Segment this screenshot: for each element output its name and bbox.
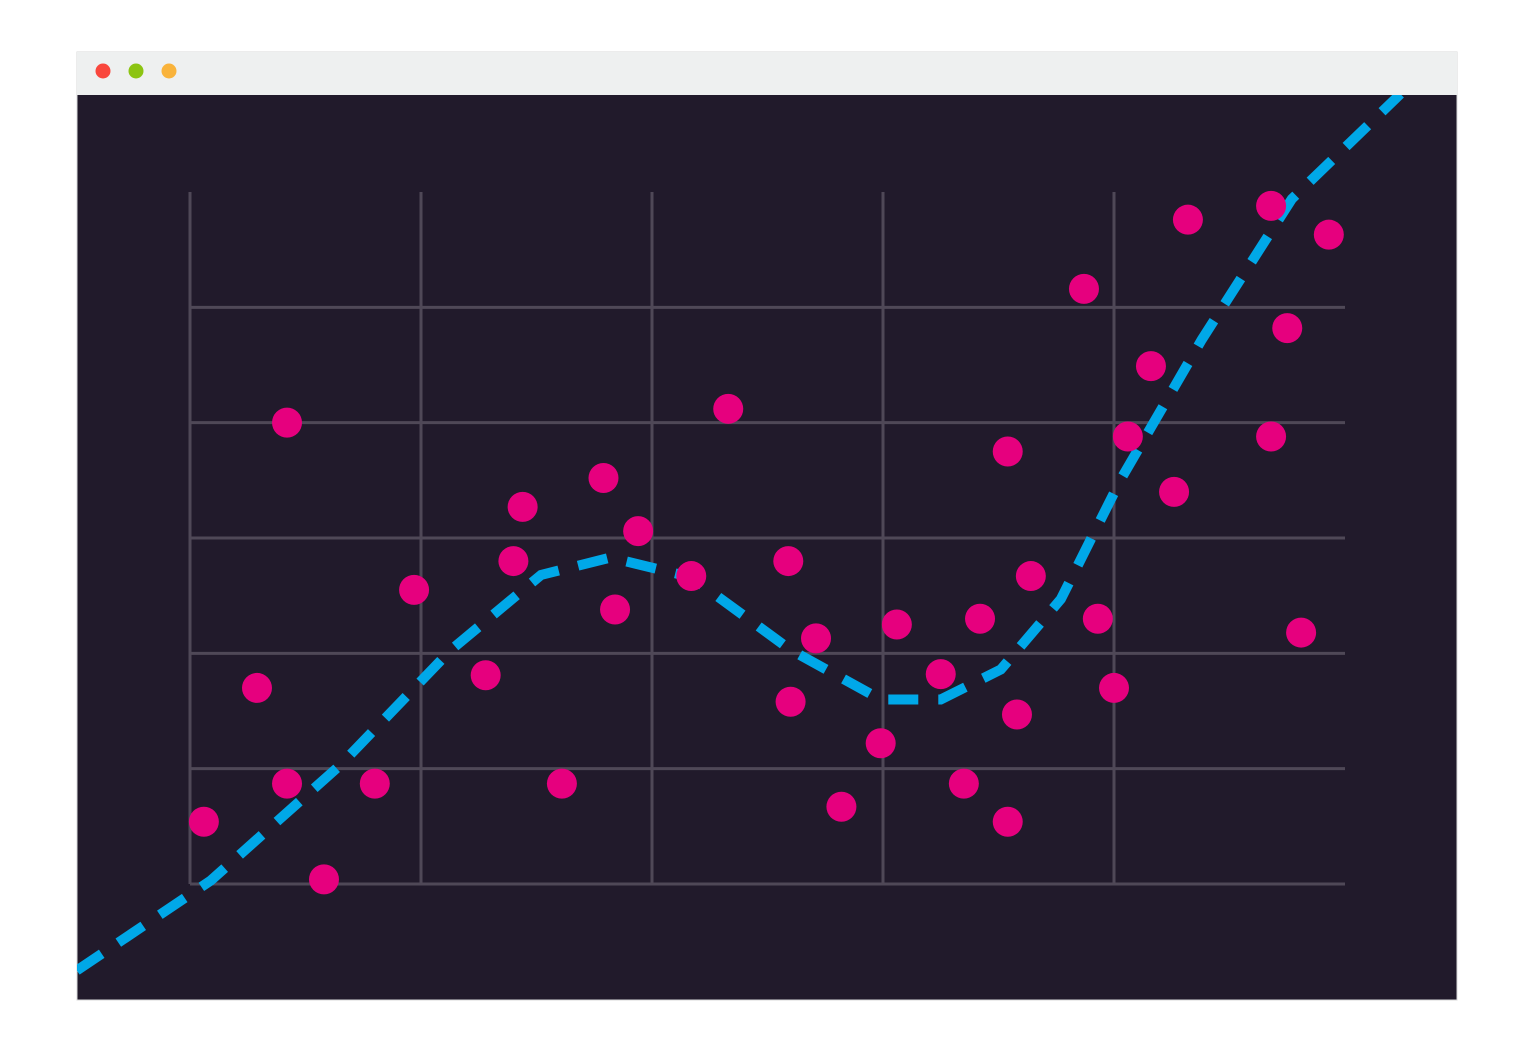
point	[1313, 219, 1344, 250]
point	[925, 659, 956, 690]
point	[1286, 617, 1317, 648]
point	[1001, 699, 1032, 730]
minimize-button[interactable]	[161, 63, 177, 79]
point	[992, 806, 1023, 837]
point	[1272, 313, 1303, 344]
point	[676, 561, 707, 592]
point	[1099, 672, 1129, 703]
point	[359, 768, 390, 799]
chart	[77, 95, 1404, 975]
trend-line	[77, 95, 1404, 975]
close-button[interactable]	[95, 63, 111, 79]
point	[600, 594, 631, 625]
window	[76, 51, 1458, 1001]
point	[498, 546, 529, 577]
point	[623, 516, 654, 547]
point	[241, 672, 272, 703]
point	[881, 609, 912, 640]
point	[546, 768, 577, 799]
point	[1082, 603, 1113, 634]
point	[470, 660, 501, 691]
point	[713, 393, 744, 424]
point	[948, 768, 979, 799]
point	[1015, 561, 1046, 592]
point	[272, 407, 303, 438]
point	[399, 574, 430, 605]
point	[965, 603, 996, 634]
point	[775, 686, 806, 717]
point	[992, 436, 1023, 467]
point	[507, 491, 538, 522]
point	[801, 623, 832, 654]
point	[308, 864, 339, 895]
point	[1135, 351, 1166, 382]
point	[1068, 273, 1099, 304]
point	[1112, 421, 1143, 452]
point	[826, 791, 857, 822]
point	[773, 546, 804, 577]
point	[865, 728, 896, 759]
point	[272, 768, 303, 799]
point	[1256, 421, 1287, 452]
title-bar	[77, 52, 1457, 95]
point	[1172, 204, 1203, 235]
point	[1256, 190, 1287, 221]
point	[588, 463, 619, 494]
point	[188, 806, 219, 837]
maximize-button[interactable]	[128, 63, 144, 79]
point	[1159, 476, 1190, 507]
